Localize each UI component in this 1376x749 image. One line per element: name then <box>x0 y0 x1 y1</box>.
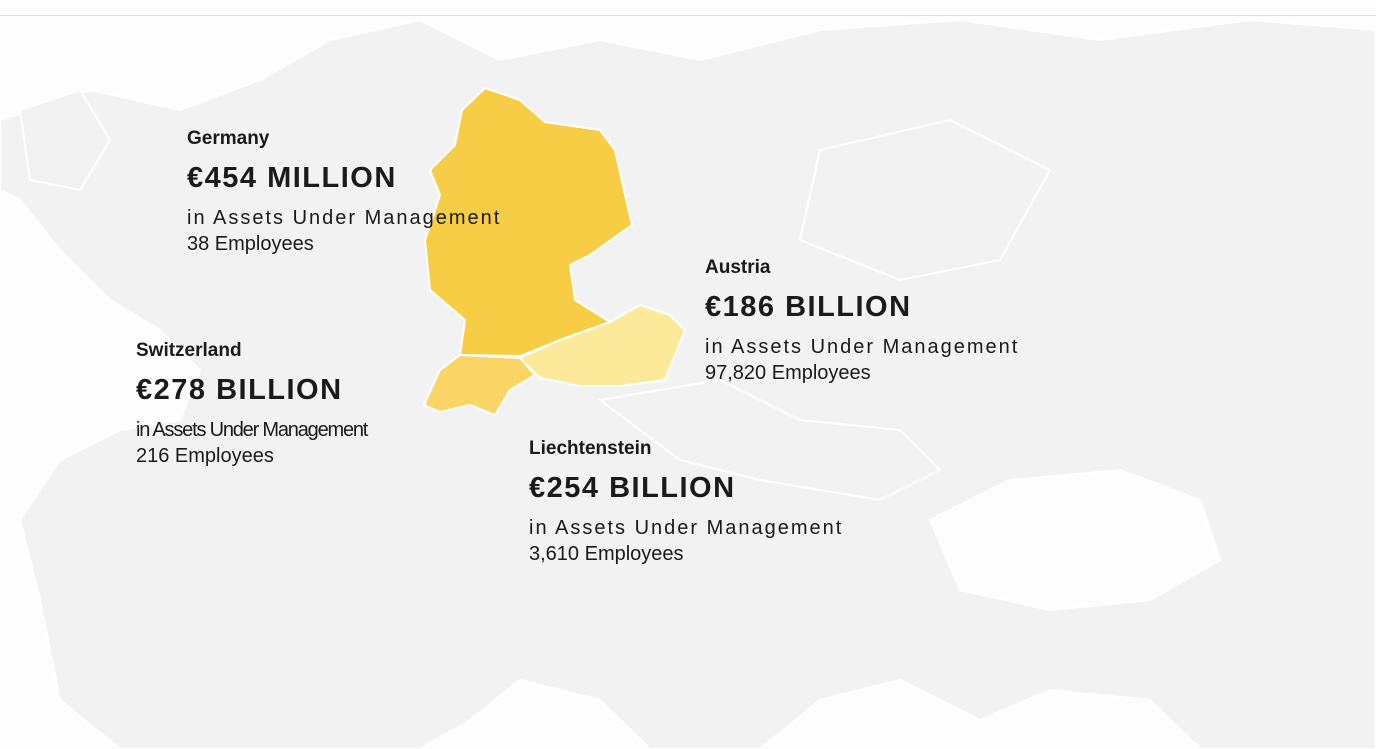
region-description: in Assets Under Management <box>136 419 368 441</box>
region-amount: €186 BILLION <box>705 291 912 323</box>
region-name: Switzerland <box>136 340 242 361</box>
region-switzerland: Switzerland €278 BILLION in Assets Under… <box>136 340 368 469</box>
region-amount: €278 BILLION <box>136 374 343 406</box>
region-austria: Austria €186 BILLION in Assets Under Man… <box>705 257 1019 386</box>
region-amount: €454 MILLION <box>187 162 397 194</box>
east <box>798 118 1052 282</box>
region-liechtenstein: Liechtenstein €254 BILLION in Assets Und… <box>529 438 843 567</box>
balkans <box>597 378 942 502</box>
region-employees: 97,820 Employees <box>705 362 871 384</box>
region-description: in Assets Under Management <box>529 517 844 539</box>
isle <box>18 88 112 192</box>
austria-shape <box>518 303 687 387</box>
region-employees: 216 Employees <box>136 445 274 467</box>
region-name: Liechtenstein <box>529 438 652 459</box>
region-name: Austria <box>705 257 771 278</box>
region-description: in Assets Under Management <box>187 207 502 229</box>
sea <box>928 468 1222 612</box>
region-employees: 38 Employees <box>187 233 314 255</box>
land <box>0 18 1376 749</box>
region-employees: 3,610 Employees <box>529 543 684 565</box>
top-rule <box>0 15 1376 16</box>
region-description: in Assets Under Management <box>705 336 1020 358</box>
region-name: Germany <box>187 128 270 149</box>
region-amount: €254 BILLION <box>529 472 736 504</box>
region-germany: Germany €454 MILLION in Assets Under Man… <box>187 128 501 257</box>
